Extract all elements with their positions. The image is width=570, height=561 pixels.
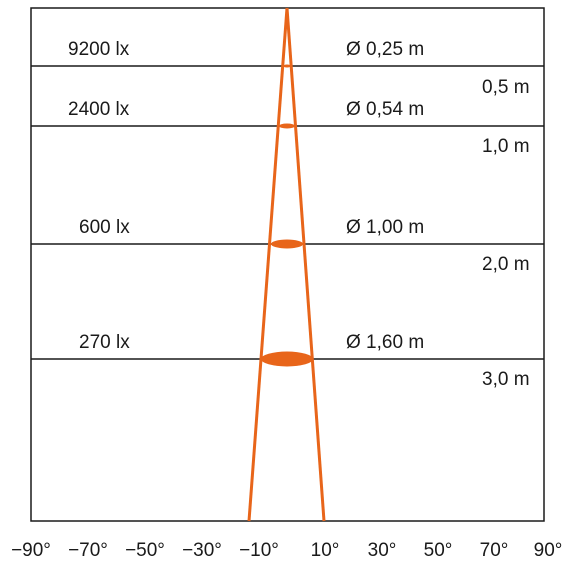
x-tick-label: 30° <box>368 540 397 561</box>
lux-label-4: 270 lx <box>79 332 130 353</box>
lux-label-2: 2400 lx <box>68 99 130 120</box>
x-tick-label: −50° <box>125 540 165 561</box>
diagram-frame <box>30 7 545 522</box>
x-tick-label: −10° <box>239 540 279 561</box>
beam-spot-1 <box>283 64 291 68</box>
beam-spot-2 <box>279 123 295 129</box>
diameter-label-1: Ø 0,25 m <box>346 39 424 60</box>
x-tick-label: 50° <box>424 540 453 561</box>
beam-spot-4 <box>261 351 313 367</box>
diameter-label-3: Ø 1,00 m <box>346 217 424 238</box>
x-tick-label: 90° <box>534 540 563 561</box>
beam-left-edge <box>247 7 289 522</box>
beam-spot-3 <box>271 239 303 249</box>
lux-label-3: 600 lx <box>79 217 130 238</box>
distance-label-1: 0,5 m <box>482 77 530 98</box>
distance-label-4: 3,0 m <box>482 369 530 390</box>
diameter-label-2: Ø 0,54 m <box>346 99 424 120</box>
distance-label-3: 2,0 m <box>482 254 530 275</box>
x-tick-label: −70° <box>68 540 108 561</box>
distance-label-2: 1,0 m <box>482 136 530 157</box>
lux-label-1: 9200 lx <box>68 39 130 60</box>
x-tick-label: −90° <box>11 540 51 561</box>
diameter-label-4: Ø 1,60 m <box>346 332 424 353</box>
x-tick-label: 70° <box>480 540 509 561</box>
beam-right-edge <box>285 7 326 522</box>
x-tick-label: 10° <box>311 540 340 561</box>
x-tick-label: −30° <box>182 540 222 561</box>
